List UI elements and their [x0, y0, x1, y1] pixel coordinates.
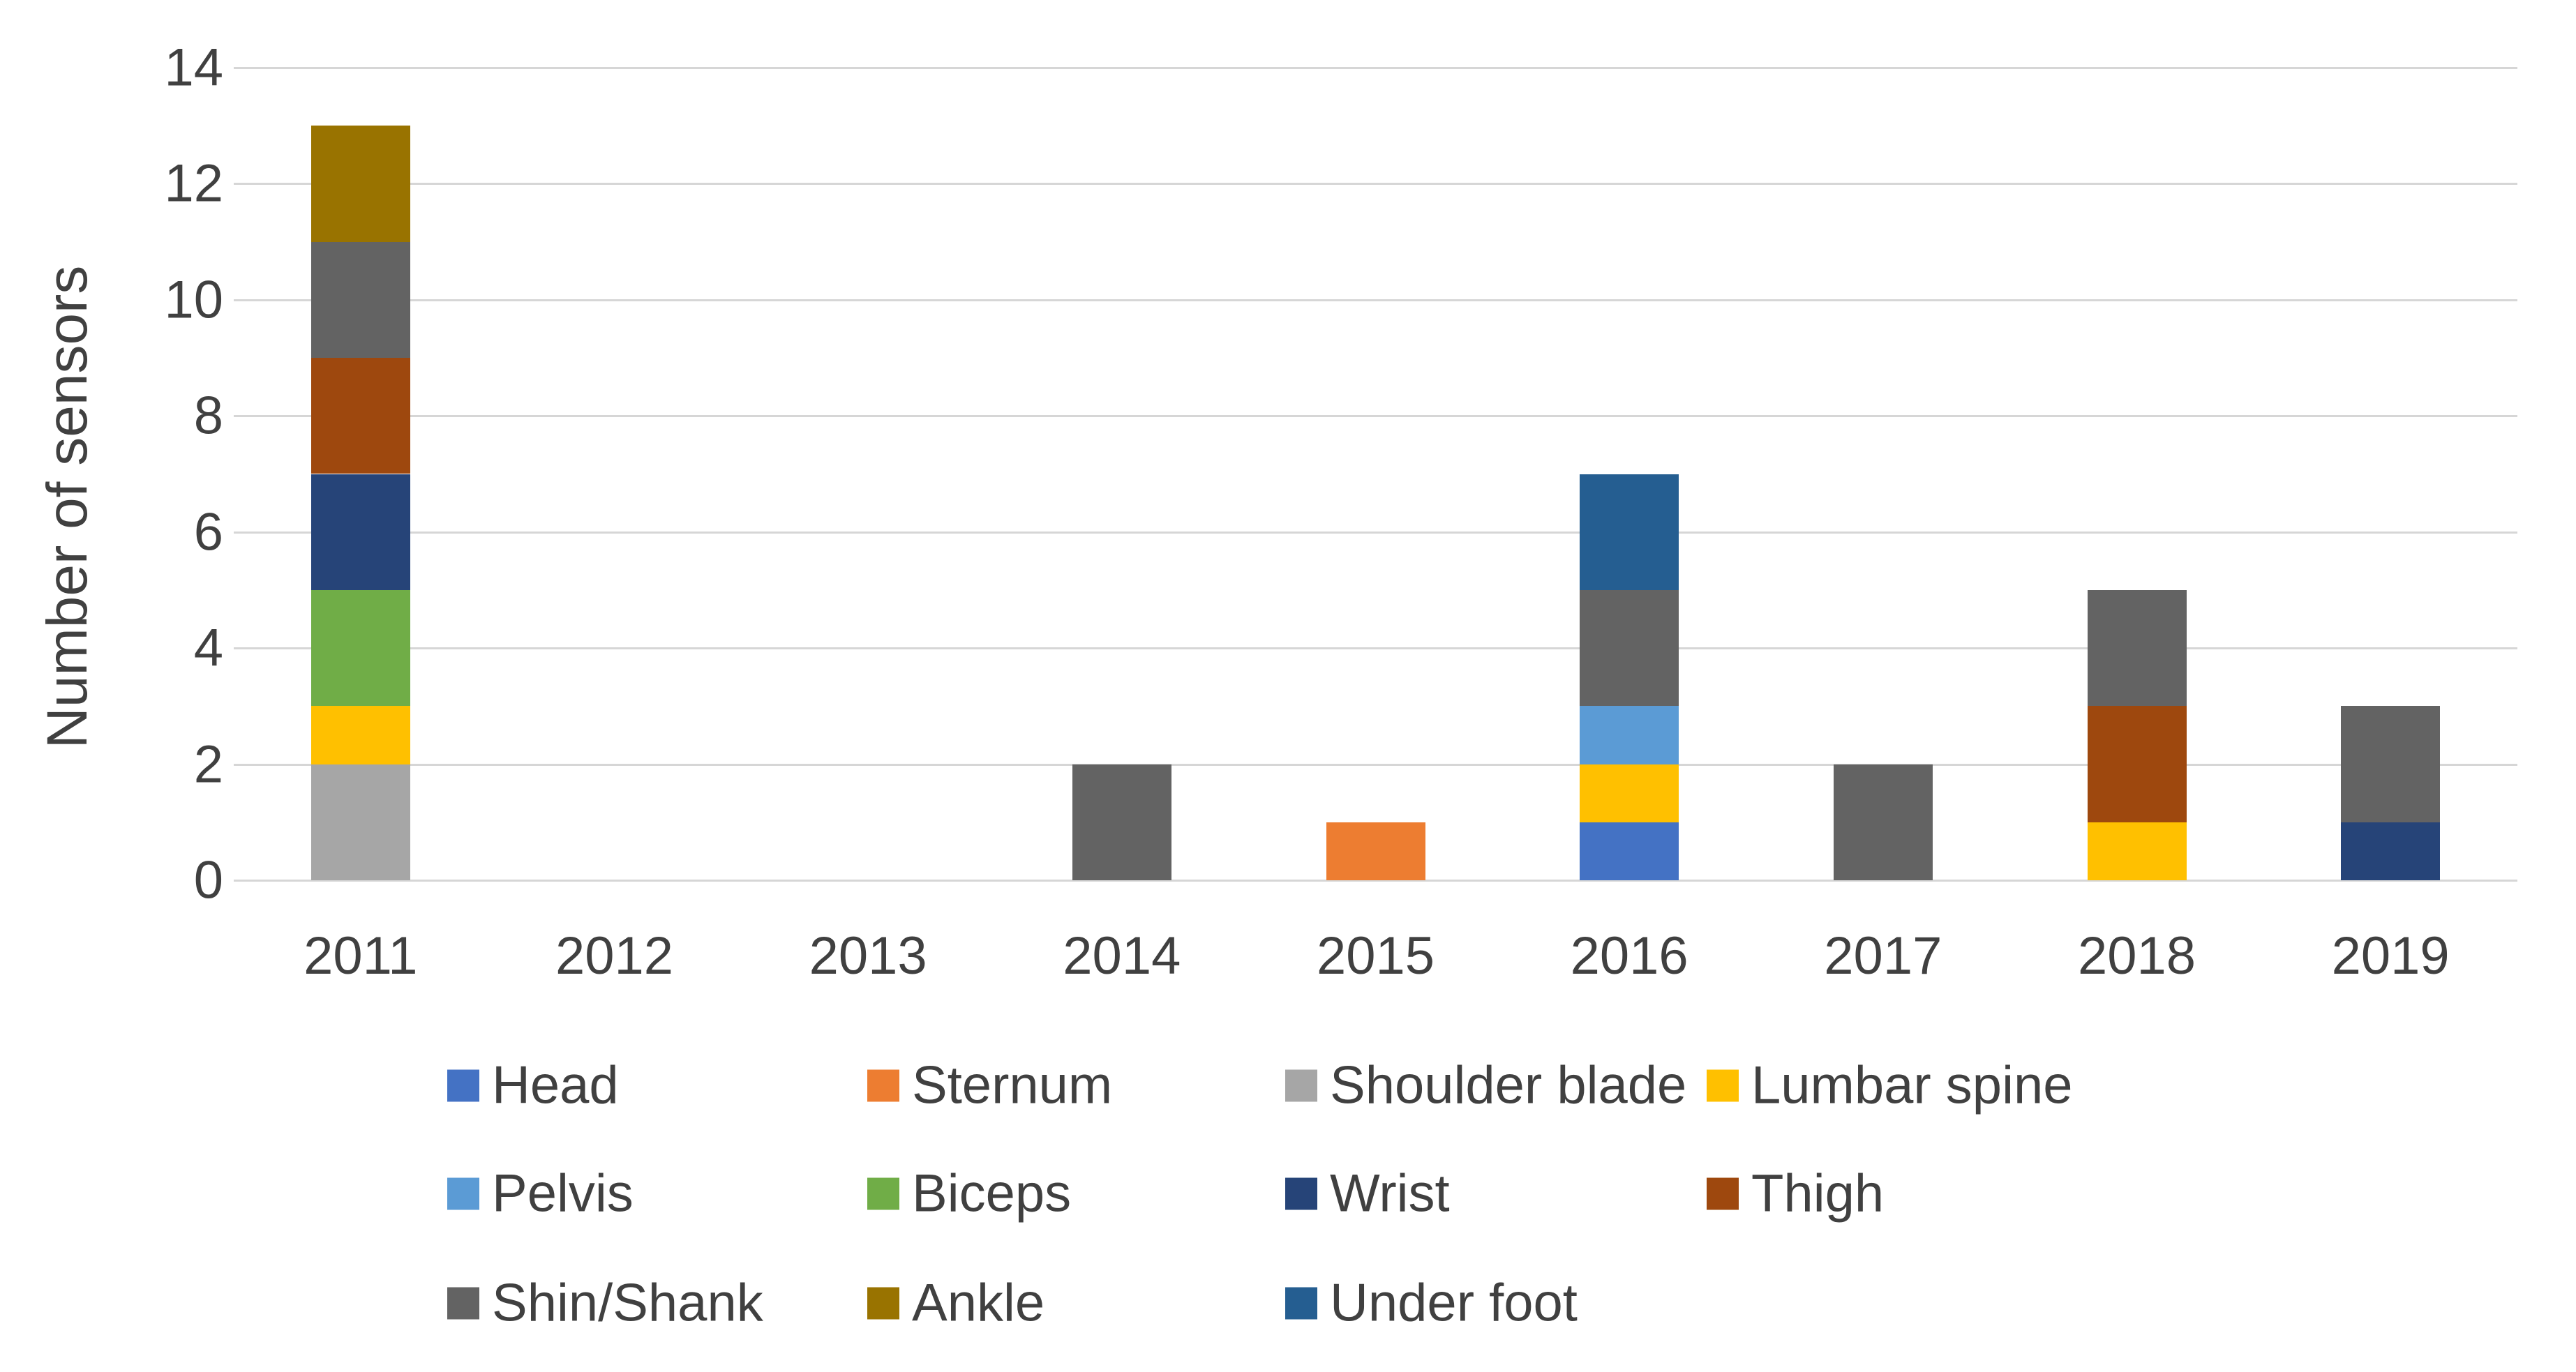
legend-item-shoulder-blade: Shoulder blade — [1285, 1055, 1686, 1116]
bar-segment-2019-wrist — [2341, 822, 2441, 880]
bar-segment-2018-lumbar-spine — [2087, 822, 2187, 880]
legend-label: Ankle — [912, 1273, 1045, 1333]
legend-item-wrist: Wrist — [1285, 1163, 1450, 1224]
y-axis-tick-label: 4 — [193, 618, 223, 678]
legend-item-ankle: Ankle — [867, 1273, 1044, 1334]
legend-item-thigh: Thigh — [1707, 1163, 1884, 1224]
bar-segment-2018-shin-shank — [2087, 589, 2187, 707]
bar-segment-2016-pelvis — [1580, 706, 1679, 764]
x-axis-tick-label-2015: 2015 — [1316, 926, 1435, 986]
bar-segment-2011-ankle — [310, 126, 410, 242]
bar-segment-2016-shin-shank — [1580, 589, 1679, 707]
bar-segment-2011-shin-shank — [310, 241, 410, 359]
x-axis-tick-label-2011: 2011 — [304, 926, 418, 986]
legend-item-biceps: Biceps — [867, 1163, 1071, 1224]
x-axis-tick-label-2013: 2013 — [809, 926, 927, 986]
bar-segment-2015-sternum — [1326, 822, 1425, 880]
x-axis-tick-label-2019: 2019 — [2331, 926, 2450, 986]
y-axis-tick-label: 12 — [164, 153, 223, 213]
legend-swatch-icon — [1285, 1069, 1317, 1101]
bar-segment-2016-under-foot — [1580, 474, 1679, 590]
bar-segment-2011-wrist — [310, 474, 410, 590]
bar-segment-2016-lumbar-spine — [1580, 764, 1679, 822]
legend-item-pelvis: Pelvis — [447, 1163, 634, 1224]
gridline-y-12 — [234, 183, 2517, 186]
legend-swatch-icon — [1707, 1177, 1739, 1209]
bar-segment-2011-lumbar-spine — [310, 706, 410, 764]
bar-segment-2011-shoulder-blade — [310, 764, 410, 880]
legend-label: Sternum — [912, 1055, 1113, 1115]
y-axis-tick-label: 2 — [193, 734, 223, 794]
x-axis-tick-label-2018: 2018 — [2077, 926, 2196, 986]
bar-segment-2011-thigh — [310, 358, 410, 474]
bar-segment-2014-shin-shank — [1072, 764, 1171, 880]
x-axis-tick-label-2014: 2014 — [1063, 926, 1181, 986]
legend-swatch-icon — [867, 1069, 899, 1101]
legend-item-shin-shank: Shin/Shank — [447, 1273, 763, 1334]
y-axis-tick-label: 0 — [193, 850, 223, 910]
legend-label: Lumbar spine — [1751, 1055, 2073, 1115]
legend-label: Head — [492, 1055, 619, 1115]
legend-item-under-foot: Under foot — [1285, 1273, 1578, 1334]
gridline-y-8 — [234, 415, 2517, 418]
x-axis-tick-label-2016: 2016 — [1570, 926, 1688, 986]
legend-swatch-icon — [1707, 1069, 1739, 1101]
gridline-y-0 — [234, 880, 2517, 882]
legend-item-sternum: Sternum — [867, 1055, 1112, 1116]
bar-segment-2019-shin-shank — [2341, 706, 2441, 822]
legend-swatch-icon — [867, 1287, 899, 1319]
legend-label: Wrist — [1330, 1163, 1450, 1223]
legend-item-lumbar-spine: Lumbar spine — [1707, 1055, 2073, 1116]
bar-segment-2016-head — [1580, 822, 1679, 880]
y-axis-title: Number of sensors — [36, 265, 99, 749]
legend-label: Thigh — [1751, 1163, 1885, 1223]
y-axis-tick-label: 6 — [193, 502, 223, 562]
legend-swatch-icon — [1285, 1287, 1317, 1319]
gridline-y-2 — [234, 763, 2517, 766]
x-axis-tick-label-2017: 2017 — [1824, 926, 1942, 986]
legend-label: Biceps — [912, 1163, 1072, 1223]
legend-label: Under foot — [1330, 1273, 1578, 1333]
legend-swatch-icon — [867, 1177, 899, 1209]
legend-item-head: Head — [447, 1055, 619, 1116]
legend-swatch-icon — [447, 1069, 479, 1101]
legend-label: Pelvis — [492, 1163, 634, 1223]
y-axis-tick-label: 14 — [164, 38, 223, 98]
x-axis-tick-label-2012: 2012 — [555, 926, 674, 986]
y-axis-tick-label: 10 — [164, 270, 223, 330]
gridline-y-4 — [234, 647, 2517, 650]
gridline-y-6 — [234, 531, 2517, 534]
gridline-y-10 — [234, 299, 2517, 301]
y-axis-tick-label: 8 — [193, 386, 223, 446]
bar-segment-2017-shin-shank — [1833, 764, 1933, 880]
bar-segment-2018-thigh — [2087, 706, 2187, 822]
legend-swatch-icon — [447, 1287, 479, 1319]
legend-swatch-icon — [447, 1177, 479, 1209]
legend-label: Shin/Shank — [492, 1273, 763, 1333]
legend-swatch-icon — [1285, 1177, 1317, 1209]
legend-label: Shoulder blade — [1330, 1055, 1687, 1115]
gridline-y-14 — [234, 67, 2517, 69]
bar-segment-2011-biceps — [310, 589, 410, 707]
